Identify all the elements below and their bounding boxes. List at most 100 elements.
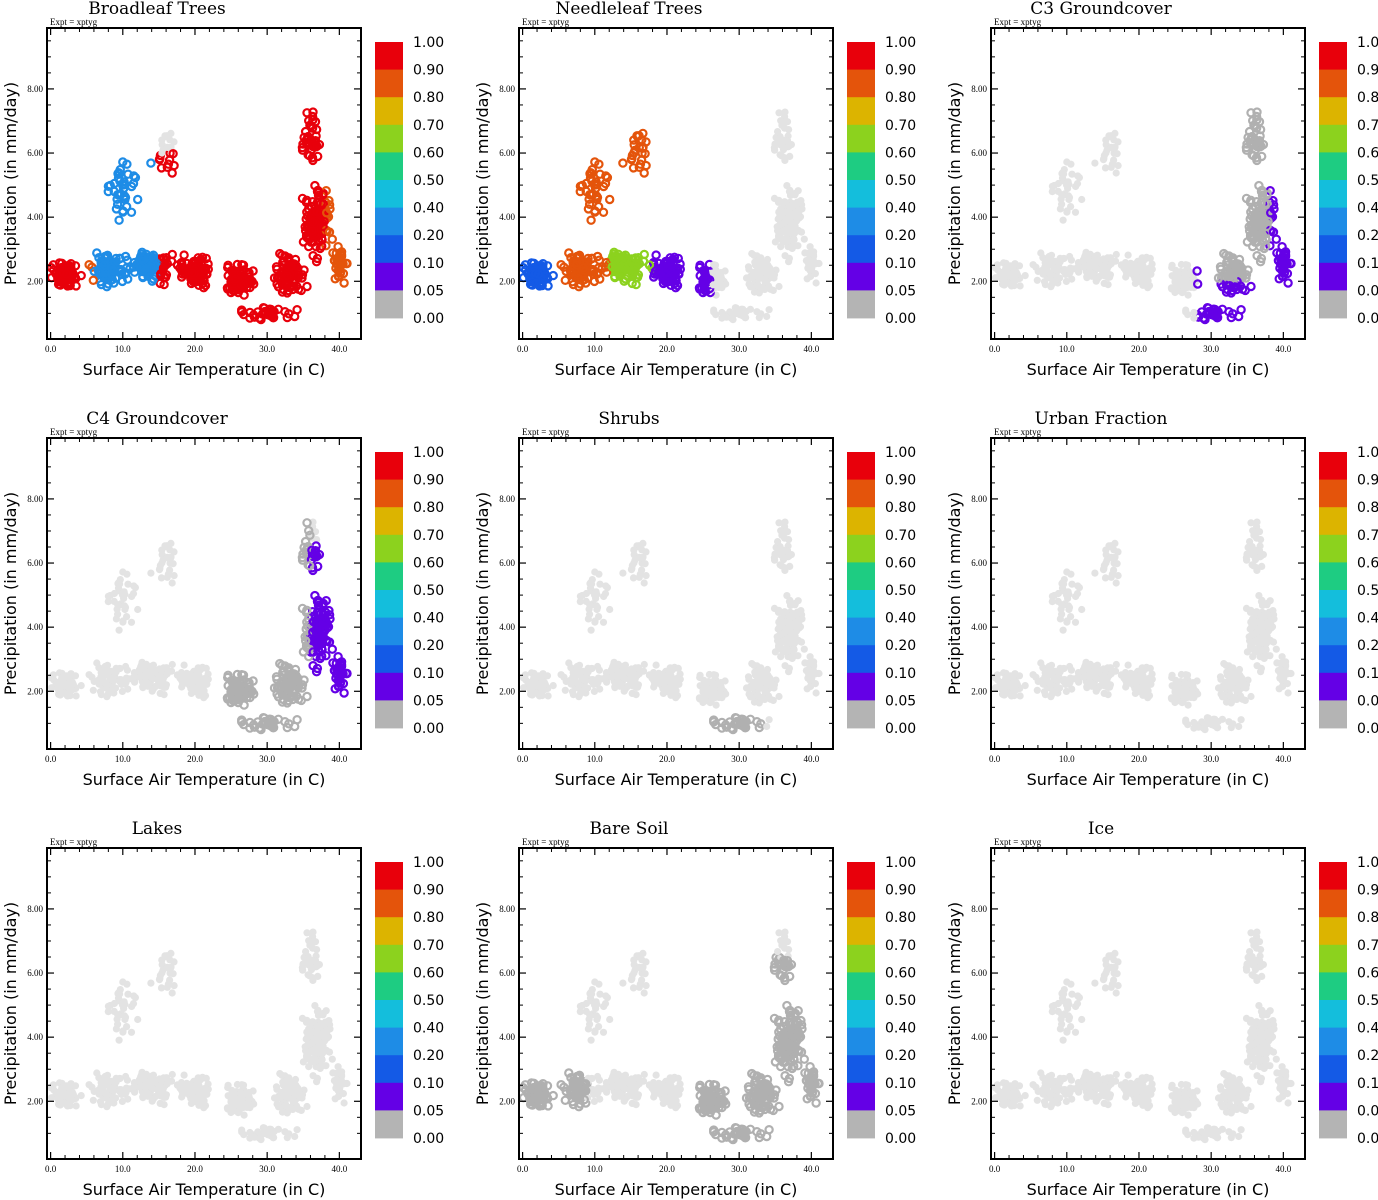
data-point xyxy=(774,227,782,235)
colorbar-label: 0.20 xyxy=(1357,228,1378,244)
data-point xyxy=(775,606,783,614)
data-point xyxy=(160,664,168,672)
data-point xyxy=(119,177,129,187)
data-point xyxy=(188,276,198,287)
data-point xyxy=(630,559,638,567)
x-tick-label: 20.0 xyxy=(187,344,203,354)
data-point xyxy=(640,579,648,587)
data-point xyxy=(290,721,300,732)
colorbar-swatch xyxy=(847,645,875,674)
colorbar-label: 0.40 xyxy=(413,201,444,217)
data-point xyxy=(198,283,209,293)
data-point xyxy=(618,158,628,168)
y-tick-label: 4.00 xyxy=(27,622,43,632)
x-axis-label: Surface Air Temperature (in C) xyxy=(83,360,326,379)
data-point xyxy=(163,553,171,562)
data-point xyxy=(812,279,820,287)
data-point xyxy=(785,207,793,216)
data-point xyxy=(116,664,124,673)
data-point xyxy=(136,673,144,681)
colorbar-swatch xyxy=(847,479,875,508)
data-point xyxy=(1048,182,1056,190)
panel-title: C3 Groundcover xyxy=(1030,0,1172,19)
colorbar-swatch xyxy=(1319,152,1347,181)
y-tick-label: 6.00 xyxy=(27,148,43,158)
data-point xyxy=(777,527,785,535)
data-point xyxy=(147,276,157,286)
data-point xyxy=(300,126,311,137)
data-point xyxy=(775,618,783,626)
y-tick-label: 6.00 xyxy=(499,148,515,158)
data-point xyxy=(629,574,638,582)
data-point xyxy=(639,539,647,548)
data-point xyxy=(630,546,638,554)
data-point xyxy=(1051,674,1060,682)
data-point xyxy=(695,260,705,270)
data-point xyxy=(812,689,820,697)
y-axis-label: Precipitation (in mm/day) xyxy=(1,492,20,695)
x-tick-label: 20.0 xyxy=(659,344,675,354)
data-point xyxy=(1184,311,1192,319)
data-point xyxy=(339,278,349,288)
colorbar-label: 0.70 xyxy=(1357,118,1378,134)
colorbar-swatch xyxy=(375,645,403,674)
colorbar-swatch xyxy=(847,42,875,70)
y-tick-label: 8.00 xyxy=(971,84,987,94)
colorbar-swatch xyxy=(375,562,403,591)
data-point xyxy=(775,208,783,216)
data-point xyxy=(710,261,718,269)
data-point xyxy=(1065,193,1074,201)
colorbar: 1.000.900.800.700.600.500.400.200.100.05… xyxy=(847,445,916,737)
data-point xyxy=(115,579,123,587)
data-point xyxy=(127,618,136,626)
data-point xyxy=(312,141,322,151)
data-point xyxy=(66,259,76,269)
colorbar-label: 0.90 xyxy=(413,63,444,79)
data-point xyxy=(777,117,785,125)
colorbar-label: 0.60 xyxy=(1357,145,1378,161)
data-point xyxy=(1045,671,1053,679)
data-point xyxy=(223,260,233,270)
data-point xyxy=(770,684,778,692)
colorbar-label: 0.20 xyxy=(885,638,916,654)
data-point xyxy=(619,276,629,286)
data-point xyxy=(704,685,712,693)
colorbar-swatch xyxy=(375,180,403,208)
colorbar-label: 0.70 xyxy=(413,528,444,544)
data-point xyxy=(138,664,146,673)
data-point xyxy=(712,690,720,698)
data-point xyxy=(1052,276,1060,284)
data-point xyxy=(1102,136,1110,144)
data-point xyxy=(1060,664,1068,673)
data-point xyxy=(534,680,543,688)
data-point xyxy=(790,242,798,250)
data-point xyxy=(533,269,544,279)
data-point xyxy=(771,146,779,154)
data-point xyxy=(806,243,814,251)
data-point xyxy=(1002,673,1010,682)
data-point xyxy=(591,568,599,576)
colorbar-label: 0.40 xyxy=(885,201,916,217)
x-axis-label: Surface Air Temperature (in C) xyxy=(555,360,798,379)
data-point xyxy=(1047,693,1055,701)
data-point xyxy=(593,603,602,612)
colorbar: 1.000.900.800.700.600.500.400.200.100.05… xyxy=(847,35,916,327)
data-point xyxy=(120,588,128,596)
colorbar-label: 0.40 xyxy=(885,611,916,627)
data-point xyxy=(115,253,125,264)
y-axis-label: Precipitation (in mm/day) xyxy=(1,82,20,285)
x-axis-label: Surface Air Temperature (in C) xyxy=(555,770,798,789)
data-point xyxy=(710,671,718,679)
data-point xyxy=(732,309,740,317)
data-point xyxy=(1104,254,1112,262)
data-point xyxy=(269,273,280,283)
colorbar-label: 0.50 xyxy=(413,583,444,599)
data-point xyxy=(259,308,269,318)
data-point xyxy=(302,518,312,528)
data-point xyxy=(1133,277,1141,286)
data-point xyxy=(178,266,189,276)
data-point xyxy=(651,250,661,260)
x-tick-label: 20.0 xyxy=(1131,344,1147,354)
